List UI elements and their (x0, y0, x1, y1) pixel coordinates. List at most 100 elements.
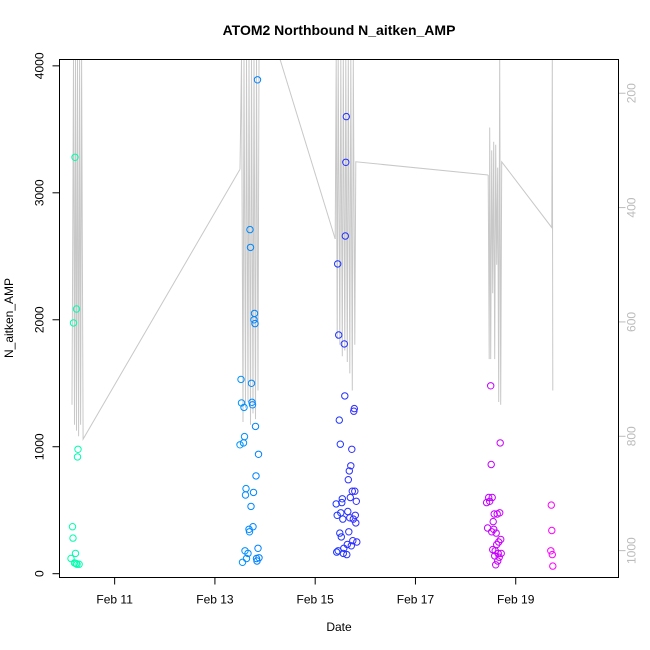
data-point (495, 553, 503, 561)
data-point (485, 493, 493, 502)
x-tick-label: Feb 15 (297, 593, 335, 607)
data-point (244, 549, 252, 558)
y2-tick-label: 400 (625, 197, 639, 217)
data-point (338, 498, 346, 507)
data-point (340, 340, 348, 348)
data-point (240, 432, 249, 441)
data-point (335, 331, 343, 339)
altitude-line-segment (279, 59, 336, 240)
data-point (493, 540, 501, 549)
data-point (338, 495, 346, 503)
y-tick-label: 0 (33, 570, 47, 577)
data-points (67, 76, 557, 570)
data-point (486, 497, 494, 505)
data-point (252, 472, 260, 480)
data-point (548, 526, 556, 535)
data-point (492, 529, 500, 537)
data-point (74, 445, 82, 453)
data-point (238, 558, 247, 566)
y-tick-label: 4000 (33, 52, 47, 79)
axes: Feb 11 Feb 13 Feb 15 Feb 17 Feb 19 0 1000 2000 3… (33, 52, 639, 606)
data-point (547, 501, 555, 509)
data-point (494, 557, 502, 565)
data-point (72, 559, 80, 568)
data-point (237, 375, 245, 384)
data-point (351, 487, 359, 495)
data-point (69, 319, 78, 327)
y2-tick-label: 600 (625, 312, 639, 332)
data-point (341, 392, 349, 400)
data-point (73, 560, 81, 568)
data-point (487, 460, 495, 469)
data-point (348, 487, 356, 495)
data-point (67, 554, 75, 563)
data-point (246, 225, 254, 234)
data-point (254, 544, 262, 552)
data-point (342, 158, 350, 167)
data-point (247, 379, 256, 387)
data-point (353, 538, 361, 546)
data-point (253, 76, 262, 84)
data-point (341, 232, 349, 240)
chart-title: ATOM2 Northbound N_aitken_AMP (223, 22, 456, 38)
data-point (351, 511, 359, 519)
data-point (249, 523, 257, 531)
data-point (334, 260, 342, 268)
data-point (343, 540, 351, 549)
x-tick-label: Feb 19 (497, 593, 535, 607)
data-point (336, 529, 344, 537)
data-point (497, 535, 505, 544)
data-point (242, 484, 250, 493)
data-point (352, 497, 360, 505)
x-tick-label: Feb 11 (96, 593, 133, 607)
data-point (347, 542, 355, 550)
data-point (255, 554, 263, 562)
data-point (337, 533, 345, 541)
x-tick-label: Feb 13 (196, 593, 234, 607)
data-point (249, 488, 258, 497)
data-point (342, 112, 350, 121)
data-point (488, 528, 496, 536)
data-point (345, 528, 353, 536)
plot-frame (59, 59, 619, 578)
data-point (492, 561, 500, 569)
altitude-line-segment (487, 59, 554, 405)
data-point (332, 500, 340, 508)
y-tick-label: 3000 (33, 179, 47, 206)
y-axis-label: N_aitken_AMP (2, 278, 16, 358)
data-point (71, 549, 80, 558)
y2-tick-label: 1000 (625, 537, 639, 564)
data-point (248, 401, 257, 409)
altitude-line-segment (239, 59, 260, 425)
data-point (242, 554, 251, 563)
data-point (245, 528, 254, 536)
y2-tick-label: 800 (625, 426, 639, 446)
data-point (69, 534, 77, 542)
data-point (335, 416, 343, 424)
y2-tick-label: 200 (625, 83, 639, 103)
data-point (349, 515, 357, 523)
data-point (236, 441, 244, 449)
data-point (496, 439, 504, 447)
data-point (247, 502, 255, 511)
data-point (547, 547, 555, 555)
data-point (68, 523, 77, 531)
data-point (254, 450, 263, 458)
data-point (339, 515, 347, 523)
data-point (489, 517, 497, 526)
data-point (251, 422, 260, 431)
data-point (352, 519, 360, 527)
data-point (490, 510, 498, 518)
data-point (348, 445, 356, 453)
data-point (339, 549, 347, 558)
data-point (343, 550, 351, 559)
data-point (344, 476, 352, 484)
data-point (349, 537, 357, 545)
data-point (494, 549, 502, 558)
data-point (336, 440, 344, 448)
x-tick-label: Feb 17 (397, 593, 435, 607)
data-point (246, 243, 255, 252)
data-point (250, 309, 259, 318)
